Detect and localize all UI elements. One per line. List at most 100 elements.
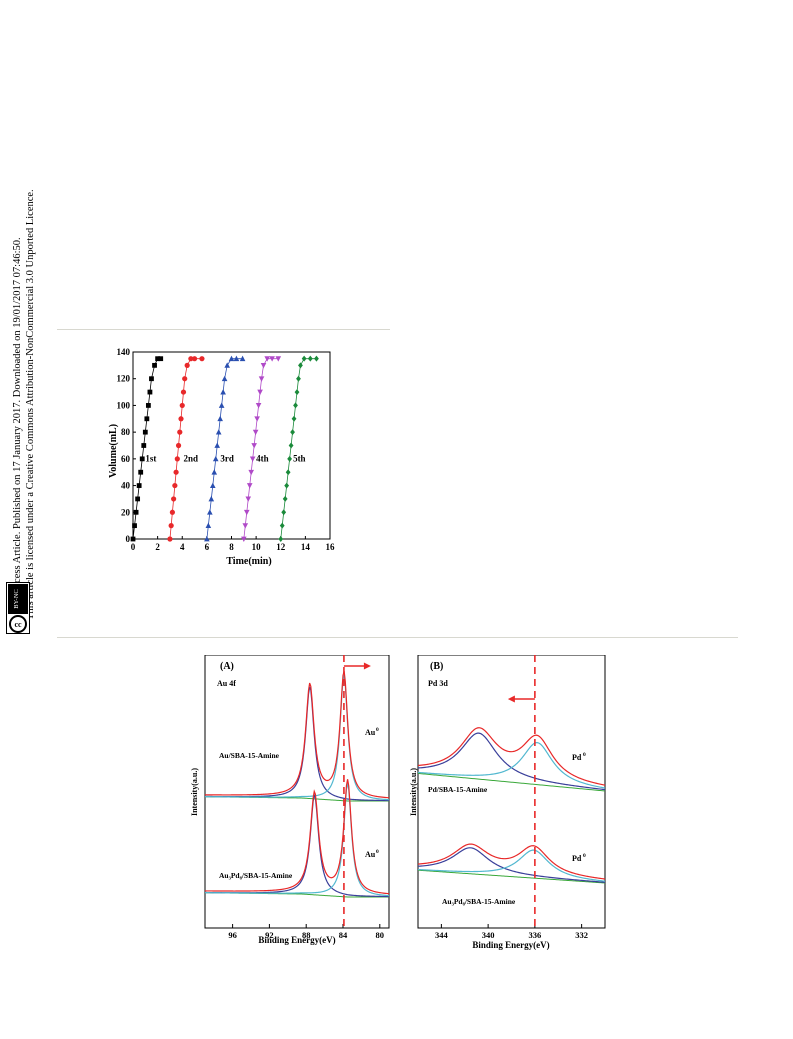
- x-tick-label: 10: [252, 542, 262, 552]
- fit-component-2: [204, 782, 390, 897]
- data-point: [138, 469, 144, 475]
- fit-component-1: [204, 792, 390, 898]
- peak-value-label: 340.8: [410, 655, 419, 657]
- data-point: [209, 482, 216, 488]
- envelope-curve: [204, 779, 390, 895]
- peak-value-label: 83.5: [187, 655, 194, 657]
- data-point: [281, 509, 287, 516]
- data-point: [242, 523, 249, 529]
- y-tick-label: 60: [121, 454, 131, 464]
- x-tick-label: 2: [155, 542, 160, 552]
- data-point: [169, 509, 175, 515]
- trace-label-pd: Pd/SBA-15-Amine: [428, 785, 488, 794]
- data-point: [245, 496, 252, 502]
- fit-component-1: [204, 686, 390, 802]
- species-superscript: 0: [583, 752, 586, 758]
- series-label: 1st: [145, 454, 156, 464]
- data-point: [296, 375, 301, 382]
- x-tick-label: 332: [575, 930, 588, 940]
- data-point: [258, 376, 265, 382]
- data-point: [228, 355, 235, 362]
- cc-by-nc-badge-icon[interactable]: cc BY-NC: [6, 582, 30, 634]
- data-point: [177, 429, 183, 435]
- data-point: [214, 442, 221, 448]
- licence-text[interactable]: This article is licensed under a Creativ…: [25, 189, 36, 620]
- data-point: [282, 495, 288, 502]
- data-point: [172, 482, 178, 489]
- data-point: [147, 389, 153, 395]
- series-labels: 1st 2nd 3rd 4th 5th: [145, 454, 305, 464]
- data-point: [145, 403, 151, 408]
- data-point: [155, 356, 161, 362]
- x-tick-label: 0: [131, 542, 136, 552]
- plot-frame: [204, 655, 390, 929]
- badge-label-text: BY-NC: [13, 589, 20, 609]
- data-point: [279, 522, 285, 529]
- data-point: [182, 376, 188, 382]
- x-tick-label: 336: [529, 930, 542, 940]
- section-divider-2: [57, 637, 738, 638]
- peak-value-label: 341.5: [410, 655, 419, 657]
- x-tick-label: 80: [376, 930, 385, 940]
- xps-pd3d-chart: 344340336332340.8335.8Pd0341.5336.1Pd0 (…: [410, 655, 606, 950]
- data-point: [264, 356, 271, 362]
- series-line: [280, 358, 317, 540]
- data-point: [290, 429, 295, 436]
- x-tick-label: 14: [301, 542, 311, 552]
- x-tick-label: 8: [229, 542, 234, 552]
- data-point: [287, 455, 293, 462]
- data-point: [221, 375, 228, 382]
- xps-content: 344340336332340.8335.8Pd0341.5336.1Pd0: [410, 655, 606, 940]
- background-curve: [417, 772, 606, 792]
- region-label: Au 4f: [217, 679, 236, 688]
- panel-label: (B): [430, 661, 443, 672]
- data-point: [224, 362, 230, 368]
- access-info-text: Open Access Article. Published on 17 Jan…: [12, 237, 23, 620]
- data-point: [257, 389, 263, 396]
- y-tick-label: 80: [121, 427, 131, 437]
- data-point: [254, 416, 260, 422]
- xps-content: 969288848087.683.9Au087.183.5Au0: [187, 655, 390, 940]
- fit-component-1: [417, 847, 606, 883]
- xps-au4f-chart: 969288848087.683.9Au087.183.5Au0 (A) Au …: [187, 655, 390, 945]
- data-point: [251, 443, 257, 449]
- trace-label-aupd: Au₃Pd₈/SBA-15-Amine: [219, 871, 293, 880]
- data-point: [135, 496, 141, 502]
- data-point: [284, 482, 290, 489]
- shift-arrow-head-icon: [363, 662, 371, 670]
- background-curve: [417, 869, 606, 884]
- data-point: [178, 416, 184, 422]
- data-point: [293, 402, 298, 409]
- series-line: [206, 358, 243, 540]
- species-label: Pd: [572, 854, 582, 863]
- x-tick-label: 12: [276, 542, 286, 552]
- data-point: [168, 523, 174, 529]
- data-point: [180, 389, 187, 395]
- series-label: 2nd: [183, 454, 198, 464]
- fit-component-2: [417, 742, 606, 789]
- data-point: [171, 496, 177, 502]
- data-point: [215, 429, 222, 435]
- data-point: [142, 429, 148, 435]
- data-point: [149, 376, 154, 382]
- data-point: [252, 429, 259, 436]
- data-point: [141, 443, 147, 448]
- data-point: [152, 362, 157, 368]
- data-point: [174, 456, 180, 462]
- species-label: Au: [365, 850, 376, 859]
- data-point: [275, 356, 282, 362]
- data-point: [255, 403, 262, 409]
- tick-labels: 0 2 4 6 8 10 12 14 16 0 20 40 60 80 100 120 140: [117, 347, 336, 552]
- x-tick-label: 16: [326, 542, 336, 552]
- data-point: [199, 356, 205, 362]
- data-point: [167, 536, 173, 542]
- x-tick-label: 84: [339, 930, 348, 940]
- data-point: [248, 469, 254, 476]
- chart-axes: [132, 351, 331, 540]
- badge-cc-text: cc: [14, 620, 22, 629]
- x-tick-label: 4: [180, 542, 185, 552]
- x-axis-label: Binding Energy(eV): [472, 940, 549, 950]
- y-tick-label: 140: [117, 347, 131, 357]
- species-superscript: 0: [583, 853, 586, 859]
- fit-component-2: [204, 674, 390, 801]
